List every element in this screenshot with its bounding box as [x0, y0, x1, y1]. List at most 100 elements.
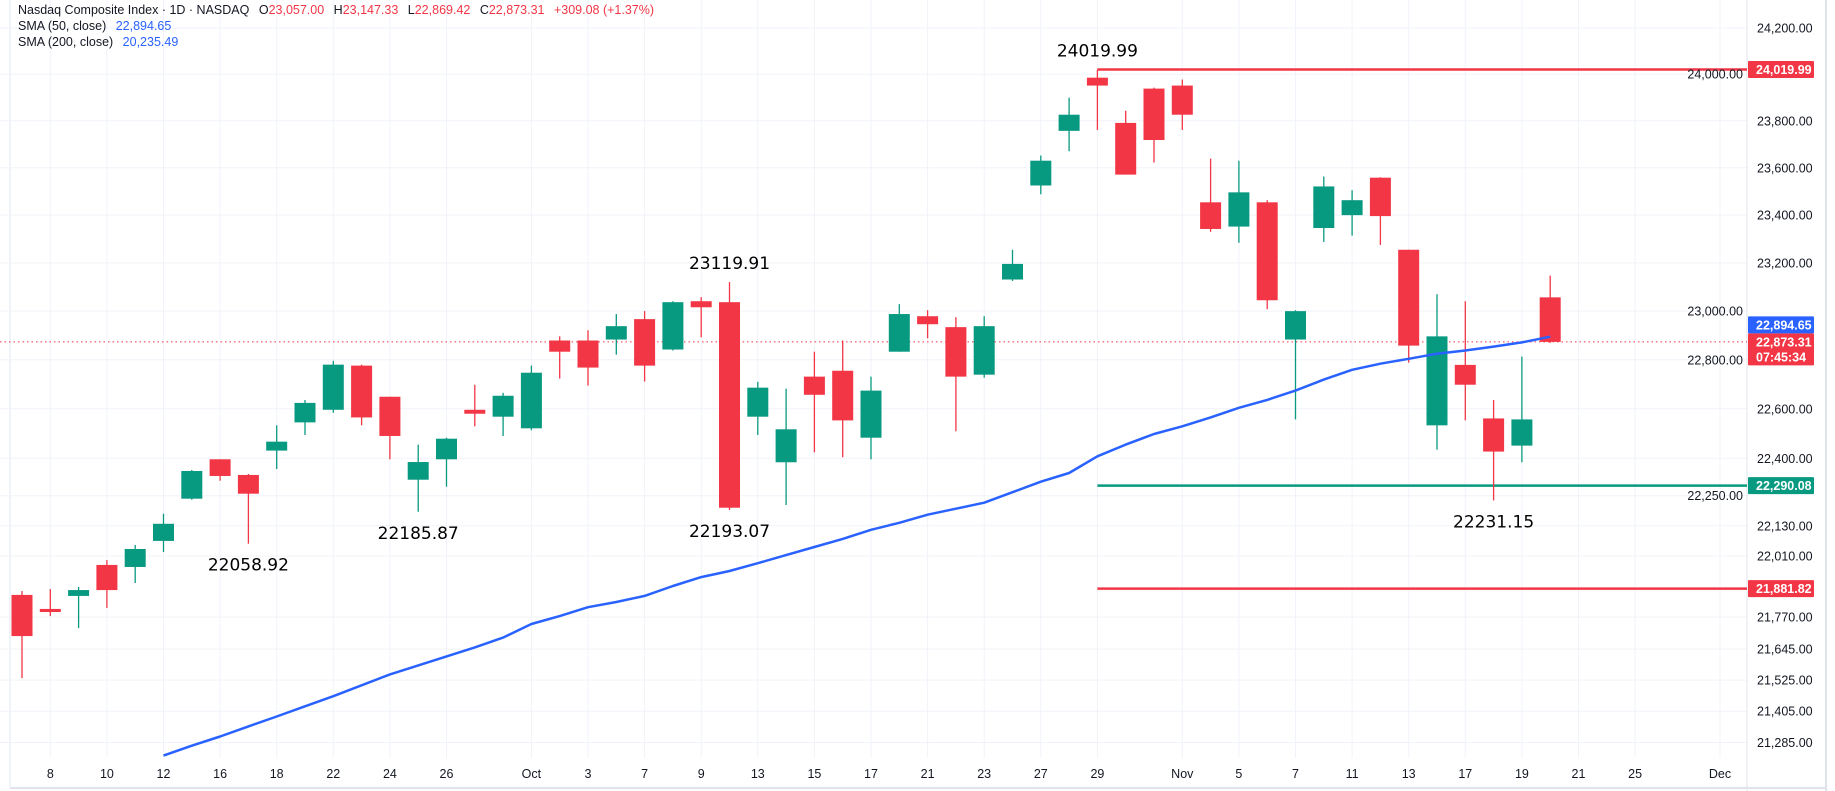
price-annotation[interactable]: 22058.92 — [208, 556, 289, 576]
candle[interactable] — [379, 396, 401, 460]
candle[interactable] — [634, 311, 656, 382]
candle[interactable] — [1511, 356, 1533, 463]
price-annotation[interactable]: 22231.15 — [1453, 512, 1534, 532]
candle[interactable] — [1454, 301, 1476, 421]
level-price-badge-text: 22,290.08 — [1756, 479, 1812, 493]
candle[interactable] — [237, 473, 259, 544]
last-price-badge-bg — [1748, 333, 1814, 366]
candle[interactable] — [605, 314, 627, 355]
symbol-row[interactable]: Nasdaq Composite Index · 1D · NASDAQ O23… — [18, 2, 654, 18]
candle[interactable] — [1539, 275, 1561, 343]
price-annotation[interactable]: 22185.87 — [378, 524, 459, 544]
candle-body — [888, 314, 910, 352]
candle[interactable] — [662, 301, 684, 351]
candle[interactable] — [1086, 69, 1108, 130]
candle[interactable] — [1058, 97, 1080, 152]
candle[interactable] — [11, 591, 33, 679]
candle[interactable] — [1285, 310, 1306, 420]
candle-body — [294, 402, 316, 423]
candle-body — [860, 390, 882, 438]
sma50-line[interactable] — [163, 335, 1551, 757]
candle[interactable] — [775, 388, 797, 505]
price-annotation[interactable]: 22193.07 — [689, 522, 770, 542]
candle[interactable] — [39, 589, 61, 617]
candle[interactable] — [266, 425, 288, 469]
sma50-row[interactable]: SMA (50, close) 22,894.65 — [18, 18, 654, 34]
candle[interactable] — [1369, 177, 1391, 245]
candle[interactable] — [407, 444, 429, 512]
x-tick-label: 10 — [100, 767, 114, 781]
x-tick-label: Oct — [522, 767, 542, 781]
candle[interactable] — [124, 544, 146, 583]
x-tick-label: 17 — [864, 767, 878, 781]
candle[interactable] — [68, 587, 90, 629]
sma-price-badge-bg — [1748, 316, 1814, 334]
low-label: L — [407, 3, 415, 17]
candle-body — [1454, 364, 1476, 385]
candle[interactable] — [577, 330, 599, 386]
candle-body — [322, 364, 344, 410]
candle[interactable] — [181, 469, 203, 500]
candle-body — [266, 441, 288, 451]
candle-body — [1002, 263, 1023, 280]
candle[interactable] — [1115, 110, 1137, 175]
candle[interactable] — [1483, 399, 1505, 501]
candle[interactable] — [492, 392, 514, 436]
candle[interactable] — [719, 282, 740, 510]
candle[interactable] — [549, 336, 571, 379]
candle[interactable] — [917, 310, 939, 339]
sma200-label[interactable]: SMA (200, close) — [18, 35, 114, 49]
candle[interactable] — [1426, 294, 1448, 450]
candle[interactable] — [209, 459, 231, 481]
x-tick-label: 8 — [47, 767, 54, 781]
candle-body — [68, 590, 90, 596]
candle-body — [124, 548, 146, 567]
candle[interactable] — [945, 317, 967, 432]
candle-body — [1058, 114, 1080, 131]
candle[interactable] — [888, 304, 910, 352]
candle[interactable] — [1398, 249, 1420, 363]
candle[interactable] — [747, 381, 769, 435]
price-annotation[interactable]: 23119.91 — [689, 254, 770, 274]
candle[interactable] — [1143, 87, 1165, 163]
level-price-badge-bg — [1748, 61, 1814, 79]
x-tick-label: 21 — [1572, 767, 1586, 781]
candle[interactable] — [322, 360, 344, 413]
candle[interactable] — [153, 513, 174, 553]
candle[interactable] — [96, 560, 118, 608]
candle[interactable] — [860, 376, 882, 460]
candle[interactable] — [1228, 160, 1250, 243]
candle[interactable] — [464, 384, 486, 427]
open-label: O — [258, 3, 269, 17]
candle-body — [464, 409, 486, 414]
candle[interactable] — [1171, 79, 1193, 130]
candle[interactable] — [690, 297, 712, 338]
candle[interactable] — [803, 351, 825, 453]
candle[interactable] — [294, 399, 316, 435]
candle[interactable] — [351, 364, 373, 426]
candle[interactable] — [436, 437, 457, 487]
level-price-badge: 22,290.08 — [1748, 477, 1814, 495]
candle-body — [803, 376, 825, 395]
candle-body — [917, 316, 939, 325]
sma50-label[interactable]: SMA (50, close) — [18, 19, 107, 33]
candle[interactable] — [1256, 200, 1278, 310]
candle-body — [775, 429, 797, 463]
candle[interactable] — [1030, 155, 1052, 195]
price-annotation[interactable]: 24019.99 — [1057, 42, 1138, 62]
level-price-badge-text: 24,019.99 — [1756, 63, 1812, 77]
candle[interactable] — [832, 340, 854, 458]
candle[interactable] — [520, 365, 542, 431]
x-tick-label: 13 — [751, 767, 765, 781]
sma200-row[interactable]: SMA (200, close) 20,235.49 — [18, 34, 654, 50]
candle[interactable] — [1313, 176, 1335, 242]
candle[interactable] — [1341, 190, 1363, 236]
candle[interactable] — [973, 316, 995, 378]
candle[interactable] — [1200, 158, 1222, 232]
candle[interactable] — [1002, 249, 1023, 281]
x-tick-label: 18 — [270, 767, 284, 781]
candle-body — [1483, 418, 1505, 452]
symbol-title[interactable]: Nasdaq Composite Index · 1D · NASDAQ — [18, 3, 250, 17]
